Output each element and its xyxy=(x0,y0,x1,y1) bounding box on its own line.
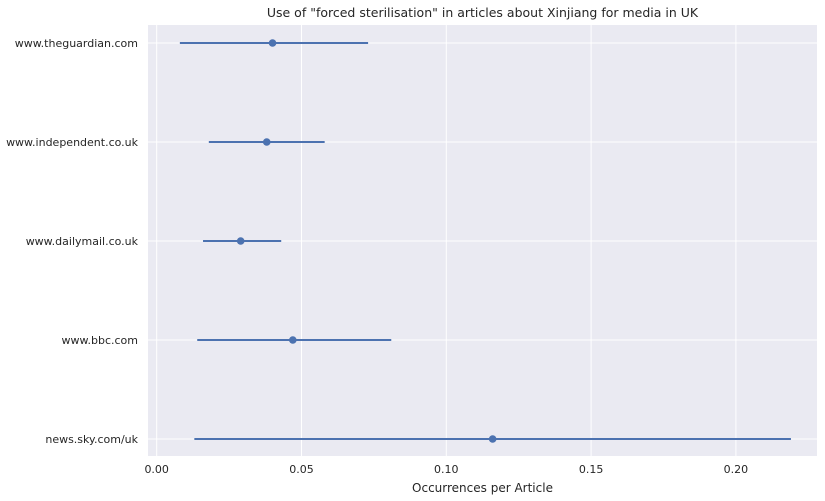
x-tick-label: 0.20 xyxy=(724,463,749,476)
y-tick-label: www.bbc.com xyxy=(62,334,138,347)
y-tick-label: www.independent.co.uk xyxy=(6,136,139,149)
y-tick-label: www.dailymail.co.uk xyxy=(26,235,139,248)
y-tick-label: news.sky.com/uk xyxy=(45,433,138,446)
x-tick-labels: 0.00 0.05 0.10 0.15 0.20 xyxy=(144,463,748,476)
y-tick-labels: www.theguardian.com www.independent.co.uk… xyxy=(6,37,139,446)
x-tick-label: 0.05 xyxy=(289,463,314,476)
x-tick-label: 0.15 xyxy=(579,463,604,476)
x-tick-label: 0.10 xyxy=(434,463,459,476)
data-marks xyxy=(179,39,791,443)
chart-title: Use of "forced sterilisation" in article… xyxy=(267,5,699,20)
data-point xyxy=(488,435,497,443)
y-tick-label: www.theguardian.com xyxy=(15,37,138,50)
data-point xyxy=(268,39,277,47)
data-point xyxy=(236,237,245,245)
data-point xyxy=(262,138,271,146)
x-axis-label: Occurrences per Article xyxy=(412,481,553,495)
data-point xyxy=(289,336,297,344)
x-tick-label: 0.00 xyxy=(144,463,169,476)
